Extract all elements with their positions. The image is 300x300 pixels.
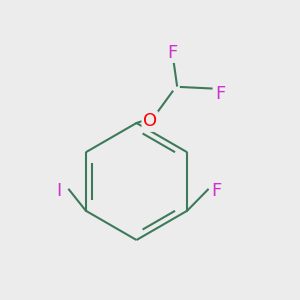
Text: F: F (215, 85, 226, 103)
Text: O: O (143, 112, 157, 130)
Text: F: F (167, 44, 178, 62)
Text: F: F (211, 182, 221, 200)
Text: I: I (56, 182, 61, 200)
